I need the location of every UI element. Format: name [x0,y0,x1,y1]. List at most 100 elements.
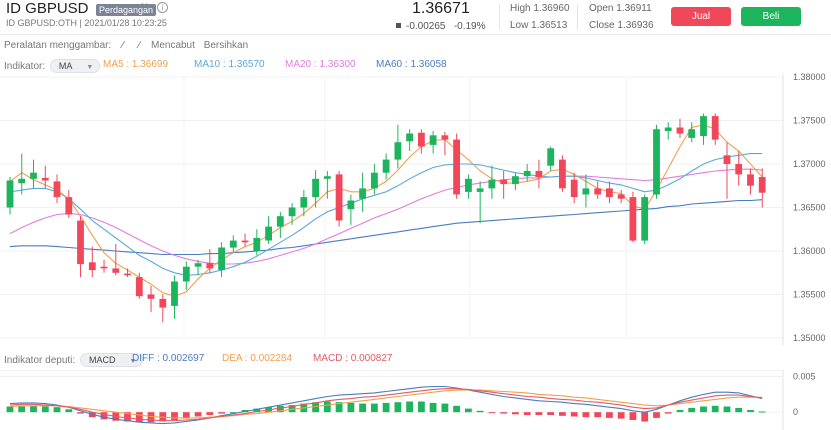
candle-body [171,281,178,306]
change-percent: -0.19% [453,21,486,32]
low-value: 1.36513 [531,20,568,31]
macd-bar [406,401,413,413]
macd-bar [747,410,754,413]
ma10-line [9,153,763,276]
macd-bar [171,412,178,420]
candlestick-chart[interactable]: 1.38000 1.37500 1.37000 1.36500 1.36000 1.355… [0,73,831,345]
macd-bar [500,412,508,414]
candle-body [371,172,378,189]
open-stat: Open 1.36911 [589,3,652,14]
candle-body [441,135,449,140]
y-tick-label: 1.36500 [793,203,826,213]
close-label: Close [589,20,615,31]
macd-line [9,388,763,422]
indicator-select[interactable]: MA ▼ [49,59,101,73]
candle-body [65,197,73,215]
symbol-subtitle: ID GBPUSD:OTH | 2021/01/28 10:23:25 [6,18,167,28]
diff-line [9,385,763,425]
macd-bar [723,406,731,413]
status-badge: Perdagangan [96,4,157,16]
high-value: 1.36960 [533,3,570,14]
macd-bar [194,412,202,417]
candle-body [700,116,707,137]
candle-body [124,273,131,276]
line-tool-icon[interactable]: ∕ [138,40,141,51]
macd-bar [700,406,707,413]
candle-body [241,240,249,243]
candle-body [206,263,214,269]
macd-bar [676,410,684,413]
sub-indicator-row: Indikator deputi: MACD ▼ DIFF : 0.002697 … [0,353,831,367]
divider [499,4,500,30]
macd-y-tick-label: 0.005 [793,372,816,382]
macd-bar [229,412,237,414]
ma5-line [9,124,763,297]
macd-bar [323,401,331,413]
macd-bar [441,403,449,413]
macd-bar [135,412,143,423]
candle-body [418,132,425,147]
candle-body [100,266,108,269]
candle-body [382,159,390,173]
y-tick-label: 1.35500 [793,290,826,300]
sub-indicator-select[interactable]: MACD ▼ [79,353,144,367]
candle-body [747,174,754,186]
macd-bar [30,405,37,413]
close-value: 1.36936 [617,20,654,31]
candle-body [488,179,496,189]
pencil-icon[interactable]: ∕ [122,40,124,51]
macd-bar [382,402,390,413]
macd-bar [312,402,319,413]
candle-body [53,181,61,198]
close-stat: Close 1.36936 [589,20,654,31]
heart-icon[interactable]: ♡ [139,1,150,15]
candle-body [159,298,167,308]
macd-bar [18,406,26,413]
y-tick-label: 1.36000 [793,246,826,256]
y-tick-label: 1.35000 [793,333,826,343]
macd-bar [77,412,84,414]
undo-button[interactable]: Mencabut [150,40,195,51]
price-change: -0.00265 -0.19% [396,21,486,32]
macd-bar [465,408,472,413]
macd-bar [629,412,637,420]
candle-body [735,164,743,175]
candle-body [77,220,84,265]
change-value: -0.00265 [406,21,446,32]
clear-button[interactable]: Bersihkan [203,40,249,51]
dea-legend: DEA : 0.002284 [222,353,293,364]
macd-bar [512,412,519,415]
sell-button[interactable]: Jual [671,7,731,26]
macd-bar [523,412,531,415]
candle-body [500,179,508,185]
macd-bar [65,409,73,413]
candle-body [559,159,566,189]
candle-body [711,116,719,140]
candle-body [194,263,202,267]
macd-y-tick-label: 0 [793,407,798,417]
ma20-line [9,168,763,265]
candle-body [512,176,519,184]
info-icon[interactable]: i [157,2,168,13]
high-stat: High 1.36960 [510,3,570,14]
header-bar: ID GBPUSD Perdagangan ♡ i ID GBPUSD:OTH … [0,0,831,35]
current-price: 1.36671 [412,0,470,17]
macd-bar [735,407,743,413]
indicator-label: Indikator: [4,61,46,72]
candle-body [758,177,766,193]
macd-chart[interactable]: 0.005 0 [0,370,831,430]
divider [577,4,578,30]
macd-bar [617,412,625,419]
macd-bar [535,412,543,415]
macd-bar [606,412,613,418]
buy-button[interactable]: Beli [741,7,801,26]
macd-bar [147,412,155,423]
candle-body [135,277,143,297]
macd-bar [688,407,696,413]
macd-bar [288,405,296,413]
ma20-legend: MA20 : 1.36300 [285,59,356,70]
macd-bar [429,402,437,413]
macd-bar [594,412,602,418]
candle-body [112,268,120,273]
candle-body [688,129,696,138]
